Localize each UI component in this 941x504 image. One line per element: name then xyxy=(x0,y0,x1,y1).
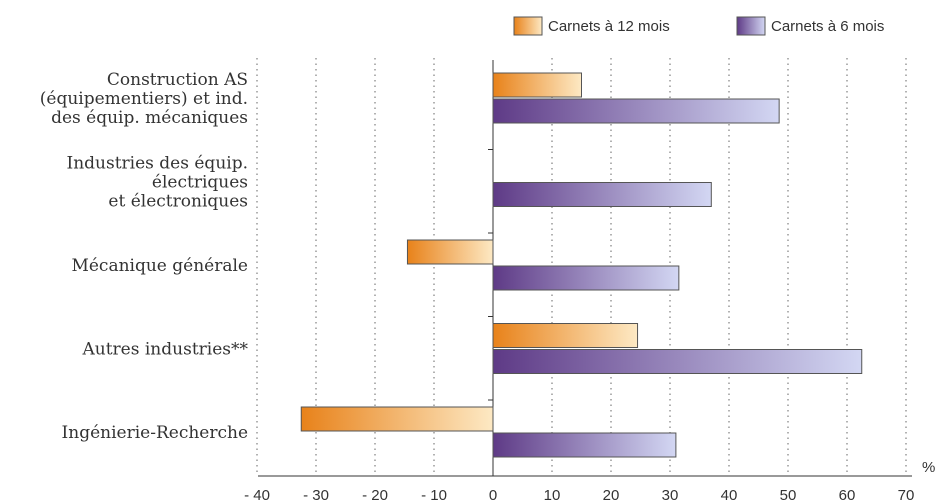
x-tick-label: 40 xyxy=(721,487,738,504)
category-label: Construction AS (équipementiers) et ind. d… xyxy=(40,70,248,128)
legend-swatch xyxy=(736,16,766,36)
bar-carnets-12-mois xyxy=(406,239,494,265)
bar-carnets-6-mois xyxy=(492,265,680,291)
x-tick-label: 30 xyxy=(662,487,679,504)
x-tick-labels: - 40 - 30 - 20 - 10 0 10 20 30 40 50 60 70 xyxy=(244,487,914,504)
x-tick-label: 70 xyxy=(898,487,915,504)
category-label-line: des équip. mécaniques xyxy=(51,108,248,128)
x-tick-label: 0 xyxy=(489,487,497,504)
category-label-line: électriques xyxy=(152,173,248,193)
category-label: Autres industries** xyxy=(82,340,249,360)
x-tick-label: - 40 xyxy=(244,487,270,504)
x-tick-label: 50 xyxy=(780,487,797,504)
x-tick-label: - 30 xyxy=(303,487,329,504)
category-label: Industries des équip. électriques et élect… xyxy=(67,154,249,212)
unit-label: % xyxy=(922,459,935,476)
category-label: Mécanique générale xyxy=(71,256,248,276)
category-label-line: Ingénierie-Recherche xyxy=(62,423,248,443)
x-tick-label: 60 xyxy=(839,487,856,504)
x-tick-label: - 10 xyxy=(421,487,447,504)
category-label-line: Construction AS xyxy=(107,70,248,90)
category-label: Ingénierie-Recherche xyxy=(62,423,248,443)
x-tick-label: 10 xyxy=(544,487,561,504)
bar-carnets-6-mois xyxy=(492,432,677,458)
bar-carnets-12-mois xyxy=(492,323,639,348)
x-tick-label: - 20 xyxy=(362,487,388,504)
legend: Carnets à 12 mois Carnets à 6 mois xyxy=(513,16,884,36)
category-label-line: Mécanique générale xyxy=(71,256,248,276)
category-label-line: et électroniques xyxy=(108,192,248,212)
category-label-line: Autres industries** xyxy=(82,340,249,360)
category-labels: Construction AS (équipementiers) et ind. d… xyxy=(40,70,249,443)
bar-carnets-6-mois xyxy=(492,182,712,207)
legend-label: Carnets à 12 mois xyxy=(548,18,670,35)
category-label-line: (équipementiers) et ind. xyxy=(40,89,248,109)
legend-label: Carnets à 6 mois xyxy=(771,18,884,35)
bars xyxy=(300,72,863,458)
category-label-line: Industries des équip. xyxy=(67,154,249,174)
legend-swatch xyxy=(513,16,543,36)
bar-carnets-12-mois xyxy=(300,406,494,432)
x-tick-label: 20 xyxy=(603,487,620,504)
bar-carnets-6-mois xyxy=(492,98,780,124)
bar-carnets-6-mois xyxy=(492,349,863,374)
bar-carnets-12-mois xyxy=(492,72,582,98)
